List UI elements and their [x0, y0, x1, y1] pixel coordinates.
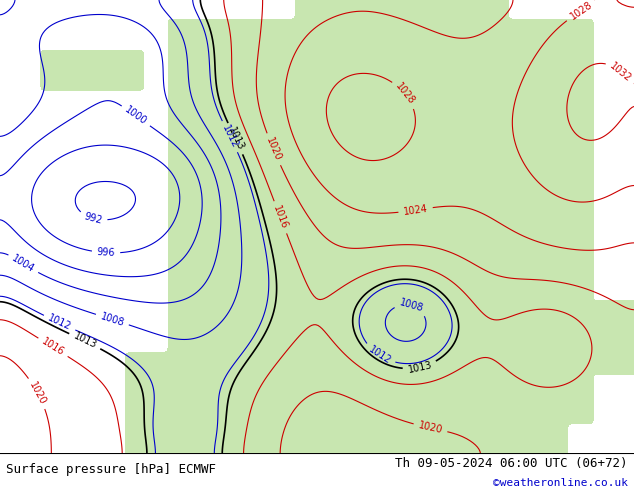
Text: 1008: 1008: [99, 311, 126, 328]
Text: 1016: 1016: [40, 337, 66, 358]
Text: 1012: 1012: [46, 313, 73, 333]
Text: ©weatheronline.co.uk: ©weatheronline.co.uk: [493, 478, 628, 489]
Text: 1013: 1013: [407, 360, 433, 375]
Text: 1020: 1020: [264, 136, 283, 163]
Text: 1032: 1032: [608, 61, 633, 84]
Text: 992: 992: [83, 211, 103, 226]
Text: 1020: 1020: [27, 380, 48, 406]
Text: 1008: 1008: [398, 297, 425, 314]
Text: 1028: 1028: [393, 81, 417, 107]
Text: 1004: 1004: [10, 253, 36, 274]
Text: 1028: 1028: [568, 0, 594, 22]
Text: 1020: 1020: [417, 420, 444, 436]
Text: Th 09-05-2024 06:00 UTC (06+72): Th 09-05-2024 06:00 UTC (06+72): [395, 457, 628, 470]
Text: 1013: 1013: [72, 331, 98, 351]
Text: 996: 996: [96, 247, 115, 258]
Text: 1024: 1024: [403, 203, 429, 217]
Text: 1012: 1012: [366, 344, 392, 366]
Text: 1000: 1000: [123, 105, 149, 127]
Text: 1016: 1016: [271, 204, 289, 230]
Text: Surface pressure [hPa] ECMWF: Surface pressure [hPa] ECMWF: [6, 463, 216, 476]
Text: 1012: 1012: [220, 123, 240, 150]
Text: 1013: 1013: [226, 125, 245, 152]
